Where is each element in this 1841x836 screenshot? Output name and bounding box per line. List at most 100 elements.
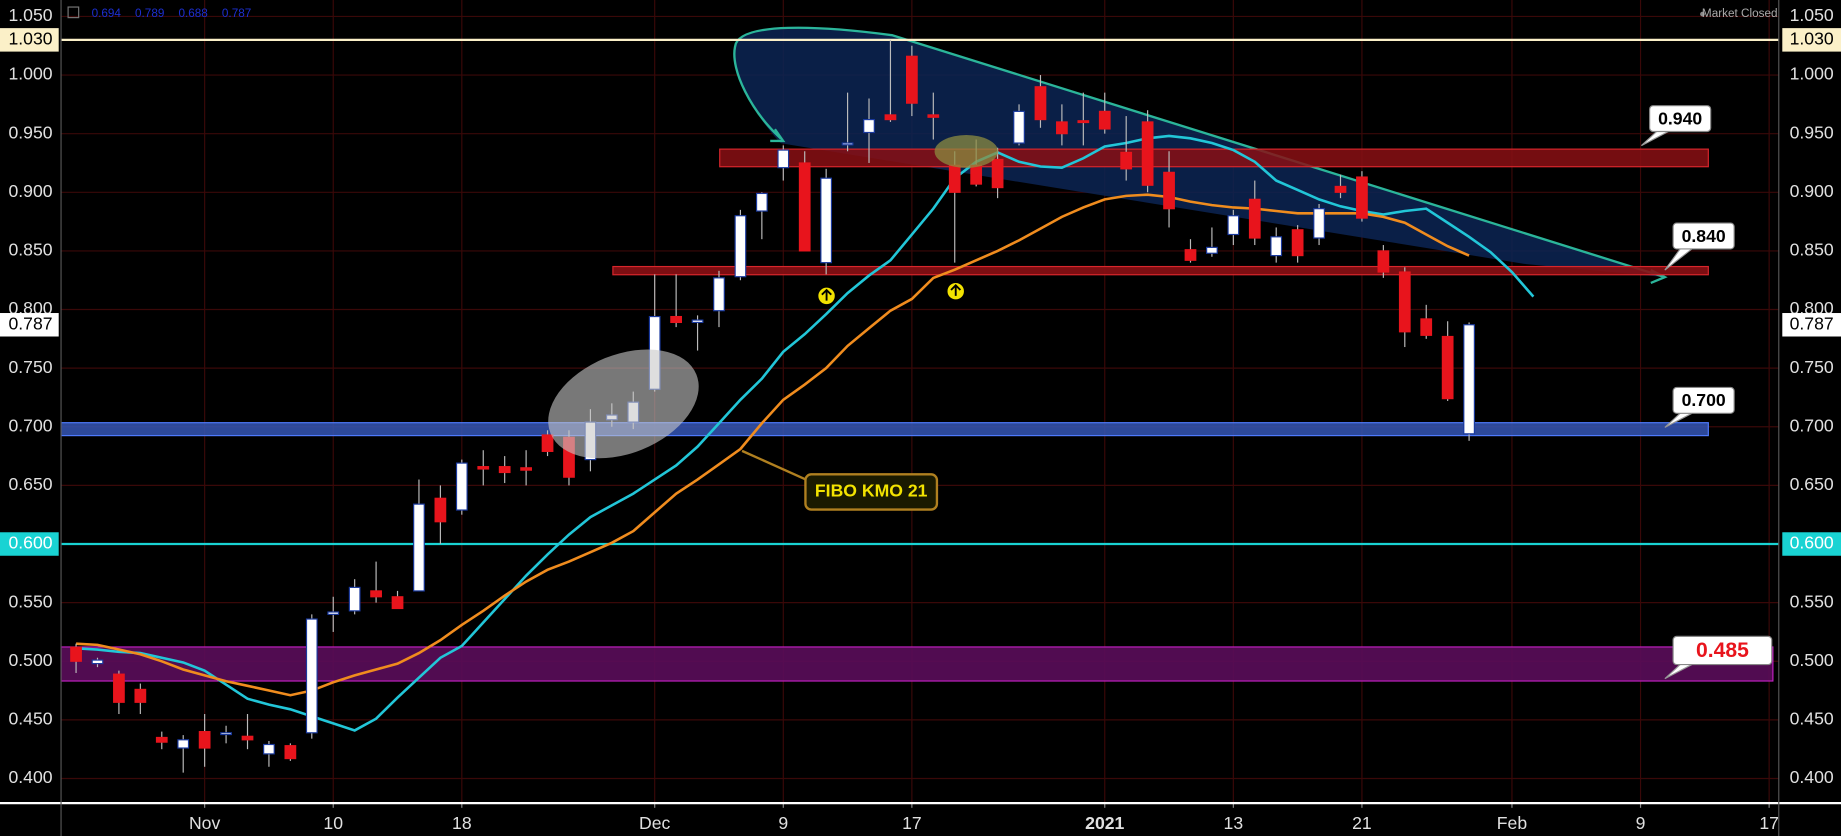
y-tick-label: 1.000 <box>1790 64 1834 84</box>
resistance-zone <box>612 265 1709 276</box>
candle-body <box>1034 86 1047 121</box>
candle-body <box>798 162 811 252</box>
candle-body <box>498 466 511 474</box>
candle-body <box>134 688 147 703</box>
candle-body <box>348 586 361 612</box>
candle-body <box>1463 324 1475 435</box>
candle-body <box>477 466 490 470</box>
candle-body <box>455 462 468 511</box>
y-tick-label: 0.400 <box>1790 767 1834 787</box>
candle-body <box>1013 110 1025 144</box>
candle-body <box>91 659 104 665</box>
candle-body <box>734 215 747 278</box>
candle-body <box>841 142 854 146</box>
x-tick-label: Dec <box>639 813 671 833</box>
x-tick-label: 13 <box>1224 813 1244 833</box>
y-tick-label: 0.750 <box>1790 357 1834 377</box>
y-tick-label: 0.550 <box>8 591 52 611</box>
level-box <box>0 28 59 52</box>
candle-body <box>1334 185 1347 193</box>
y-tick-label: 0.650 <box>1790 474 1834 494</box>
candle-body <box>541 434 554 452</box>
y-tick-label: 0.450 <box>8 709 52 729</box>
candle-body <box>948 164 961 193</box>
y-tick-label: 1.050 <box>8 5 52 25</box>
callout-box <box>1672 386 1735 414</box>
callout-label: 0.700 <box>1682 390 1726 410</box>
x-tick-label: 2021 <box>1085 813 1124 833</box>
callout-box <box>1672 635 1773 666</box>
candle-body <box>1356 176 1368 219</box>
plot <box>61 38 1779 773</box>
callout-pointer <box>1664 248 1693 271</box>
callout-pointer <box>741 449 811 483</box>
candle-body <box>413 503 425 592</box>
candle-body <box>263 743 275 755</box>
candle-body <box>198 731 211 749</box>
x-tick-label: Nov <box>189 813 221 833</box>
candle-body <box>906 55 918 104</box>
level-label: 0.600 <box>1790 533 1834 553</box>
y-tick-label: 1.000 <box>8 64 52 84</box>
x-tick-label: 21 <box>1352 813 1372 833</box>
candle-body <box>863 119 875 134</box>
callout-pointer <box>1641 130 1669 147</box>
ohlc-value: 0.789 <box>135 7 164 20</box>
indicator-label: FIBO KMO 21 <box>815 481 928 501</box>
support-zone <box>60 422 1709 437</box>
y-tick-label: 0.500 <box>8 650 52 670</box>
candle-body <box>1248 198 1261 239</box>
candle-body <box>1420 318 1433 336</box>
candle-body <box>305 618 318 734</box>
candle-body <box>284 745 297 760</box>
level-label: 1.030 <box>1790 29 1834 49</box>
candle-body <box>1206 246 1218 254</box>
candle-body <box>327 611 340 615</box>
candle-body <box>1077 120 1090 124</box>
candle-body <box>713 277 725 312</box>
callout-box <box>1649 105 1712 133</box>
y-tick-label: 0.950 <box>8 122 52 142</box>
candle-body <box>1398 271 1411 333</box>
callout-box <box>804 473 939 511</box>
candle-body <box>155 736 168 743</box>
candle-body <box>755 192 768 212</box>
ohlc-value: 0.688 <box>178 7 208 20</box>
candle-body <box>1441 335 1454 400</box>
level-label: 0.787 <box>8 313 52 333</box>
candle-body <box>1098 110 1111 130</box>
candle-body <box>370 590 382 598</box>
y-tick-label: 0.900 <box>8 181 52 201</box>
y-tick-label: 0.400 <box>8 767 52 787</box>
candle-body <box>1313 208 1325 239</box>
y-tick-label: 0.900 <box>1790 181 1834 201</box>
candle-body <box>1184 249 1197 261</box>
y-tick-label: 0.550 <box>1790 591 1834 611</box>
candle-body <box>691 319 704 324</box>
signal-icon <box>818 287 835 305</box>
callout-label: 0.840 <box>1682 226 1726 246</box>
x-tick-label: Feb <box>1497 813 1528 833</box>
candle-body <box>777 149 790 169</box>
candle-body <box>241 735 254 741</box>
y-tick-label: 0.850 <box>1790 240 1834 260</box>
level-box <box>0 532 59 556</box>
candle-body <box>1141 121 1154 186</box>
callout-box <box>1672 222 1735 250</box>
y-tick-label: 0.700 <box>1790 415 1834 435</box>
callout-pointer <box>1664 664 1693 680</box>
callout-label: 0.940 <box>1658 108 1702 128</box>
support-zone <box>60 646 1774 682</box>
indicator-line <box>76 134 1535 732</box>
x-tick-label: 9 <box>778 813 788 833</box>
y-tick-label: 0.750 <box>8 357 52 377</box>
status-dot <box>1700 11 1705 17</box>
callout-pointer <box>1664 412 1693 428</box>
ohlc-value: 0.694 <box>92 7 122 20</box>
candle-body <box>70 646 82 662</box>
x-tick-label: 17 <box>1759 813 1779 833</box>
y-tick-label: 0.500 <box>1790 650 1834 670</box>
market-status: Market Closed <box>1702 7 1778 20</box>
